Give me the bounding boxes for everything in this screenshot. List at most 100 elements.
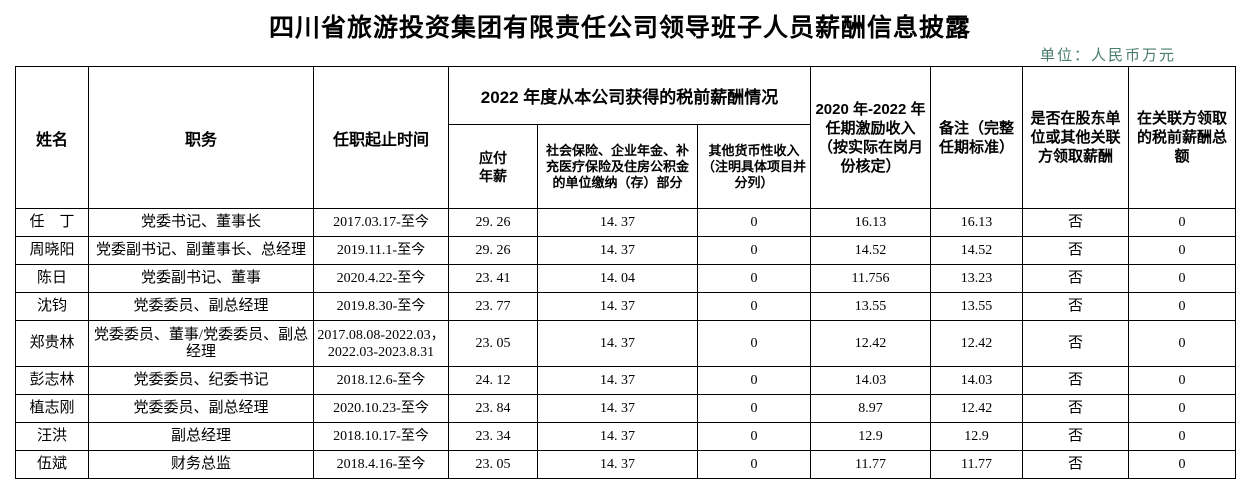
cell-other-income: 0	[696, 450, 812, 479]
cell-social-insurance: 14. 04	[537, 264, 698, 293]
salary-table: 姓名 职务 任职起止时间 2022 年度从本公司获得的税前薪酬情况 2020 年…	[15, 66, 1237, 479]
cell-incentive-income: 14.03	[810, 366, 932, 395]
cell-term: 2020.10.23-至今	[313, 394, 449, 423]
table-row: 沈钧 党委委员、副总经理 2019.8.30-至今 23. 77 14. 37 …	[15, 292, 1237, 321]
cell-other-income: 0	[696, 292, 812, 321]
cell-name: 彭志林	[15, 366, 89, 395]
cell-related-party: 否	[1022, 422, 1130, 451]
col-header-payable-salary: 应付 年薪	[448, 124, 538, 209]
cell-related-total: 0	[1128, 320, 1237, 367]
cell-incentive-income: 12.9	[810, 422, 932, 451]
cell-name: 任 丁	[15, 208, 89, 237]
cell-incentive-income: 11.756	[810, 264, 932, 293]
cell-term: 2017.03.17-至今	[313, 208, 449, 237]
cell-payable-salary: 23. 77	[448, 292, 538, 321]
cell-name: 伍斌	[15, 450, 89, 479]
cell-term: 2019.8.30-至今	[313, 292, 449, 321]
cell-incentive-income: 8.97	[810, 394, 932, 423]
cell-other-income: 0	[696, 320, 812, 367]
cell-payable-salary: 23. 34	[448, 422, 538, 451]
col-header-group-2022-salary: 2022 年度从本公司获得的税前薪酬情况	[447, 66, 812, 125]
col-header-incentive-income: 2020 年-2022 年任期激励收入（按实际在岗月份核定）	[810, 66, 932, 209]
col-header-name: 姓名	[15, 66, 89, 209]
cell-social-insurance: 14. 37	[537, 450, 698, 479]
table-row: 植志刚 党委委员、副总经理 2020.10.23-至今 23. 84 14. 3…	[15, 394, 1237, 423]
cell-position: 党委副书记、董事	[88, 264, 314, 293]
cell-name: 汪洪	[15, 422, 89, 451]
cell-payable-salary: 23. 84	[448, 394, 538, 423]
table-row: 伍斌 财务总监 2018.4.16-至今 23. 05 14. 37 0 11.…	[15, 450, 1237, 479]
cell-remark: 13.23	[930, 264, 1024, 293]
cell-payable-salary: 29. 26	[448, 208, 538, 237]
col-header-term: 任职起止时间	[313, 66, 449, 209]
cell-payable-salary: 23. 41	[448, 264, 538, 293]
col-header-position: 职务	[88, 66, 314, 209]
cell-incentive-income: 13.55	[810, 292, 932, 321]
table-row: 陈日 党委副书记、董事 2020.4.22-至今 23. 41 14. 04 0…	[15, 264, 1237, 293]
cell-term: 2019.11.1-至今	[313, 236, 449, 265]
cell-remark: 12.42	[930, 320, 1024, 367]
cell-position: 党委委员、副总经理	[88, 292, 314, 321]
table-row: 周晓阳 党委副书记、副董事长、总经理 2019.11.1-至今 29. 26 1…	[15, 236, 1237, 265]
cell-social-insurance: 14. 37	[537, 236, 698, 265]
cell-related-total: 0	[1128, 236, 1237, 265]
cell-related-party: 否	[1022, 450, 1130, 479]
col-header-related-total: 在关联方领取的税前薪酬总额	[1128, 66, 1237, 209]
col-header-remark: 备注（完整任期标准）	[930, 66, 1024, 209]
cell-position: 党委委员、副总经理	[88, 394, 314, 423]
table-row: 郑贵林 党委委员、董事/党委委员、副总经理 2017.08.08-2022.03…	[15, 320, 1237, 367]
cell-related-party: 否	[1022, 236, 1130, 265]
cell-other-income: 0	[696, 208, 812, 237]
cell-term: 2017.08.08-2022.03，2022.03-2023.8.31	[313, 320, 449, 367]
cell-term: 2018.10.17-至今	[313, 422, 449, 451]
cell-position: 党委委员、纪委书记	[88, 366, 314, 395]
col-header-related-party: 是否在股东单位或其他关联方领取薪酬	[1022, 66, 1130, 209]
col-header-other-income: 其他货币性收入（注明具体项目并分列）	[696, 124, 812, 209]
cell-remark: 12.42	[930, 394, 1024, 423]
cell-related-total: 0	[1128, 264, 1237, 293]
cell-social-insurance: 14. 37	[537, 422, 698, 451]
cell-position: 财务总监	[88, 450, 314, 479]
cell-incentive-income: 11.77	[810, 450, 932, 479]
cell-related-total: 0	[1128, 292, 1237, 321]
cell-remark: 14.03	[930, 366, 1024, 395]
cell-related-party: 否	[1022, 320, 1130, 367]
cell-related-total: 0	[1128, 366, 1237, 395]
cell-other-income: 0	[696, 422, 812, 451]
cell-payable-salary: 23. 05	[448, 320, 538, 367]
cell-social-insurance: 14. 37	[537, 208, 698, 237]
cell-remark: 14.52	[930, 236, 1024, 265]
cell-related-total: 0	[1128, 394, 1237, 423]
cell-social-insurance: 14. 37	[537, 320, 698, 367]
cell-position: 党委委员、董事/党委委员、副总经理	[88, 320, 314, 367]
cell-other-income: 0	[696, 264, 812, 293]
cell-other-income: 0	[696, 366, 812, 395]
cell-related-party: 否	[1022, 208, 1130, 237]
table-row: 彭志林 党委委员、纪委书记 2018.12.6-至今 24. 12 14. 37…	[15, 366, 1237, 395]
cell-related-party: 否	[1022, 292, 1130, 321]
cell-position: 党委书记、董事长	[88, 208, 314, 237]
cell-remark: 16.13	[930, 208, 1024, 237]
cell-position: 副总经理	[88, 422, 314, 451]
cell-name: 周晓阳	[15, 236, 89, 265]
cell-term: 2018.12.6-至今	[313, 366, 449, 395]
cell-payable-salary: 29. 26	[448, 236, 538, 265]
cell-term: 2020.4.22-至今	[313, 264, 449, 293]
unit-note: 单位：人民币万元	[1039, 47, 1176, 64]
cell-related-party: 否	[1022, 366, 1130, 395]
col-header-social-insurance: 社会保险、企业年金、补充医疗保险及住房公积金的单位缴纳（存）部分	[537, 124, 698, 209]
cell-related-total: 0	[1128, 208, 1237, 237]
cell-related-total: 0	[1128, 422, 1237, 451]
cell-social-insurance: 14. 37	[537, 366, 698, 395]
cell-related-total: 0	[1128, 450, 1237, 479]
cell-name: 沈钧	[15, 292, 89, 321]
cell-incentive-income: 12.42	[810, 320, 932, 367]
cell-incentive-income: 16.13	[810, 208, 932, 237]
table-row: 任 丁 党委书记、董事长 2017.03.17-至今 29. 26 14. 37…	[15, 208, 1237, 237]
cell-related-party: 否	[1022, 264, 1130, 293]
cell-social-insurance: 14. 37	[537, 394, 698, 423]
cell-remark: 11.77	[930, 450, 1024, 479]
cell-other-income: 0	[696, 236, 812, 265]
cell-name: 郑贵林	[15, 320, 89, 367]
